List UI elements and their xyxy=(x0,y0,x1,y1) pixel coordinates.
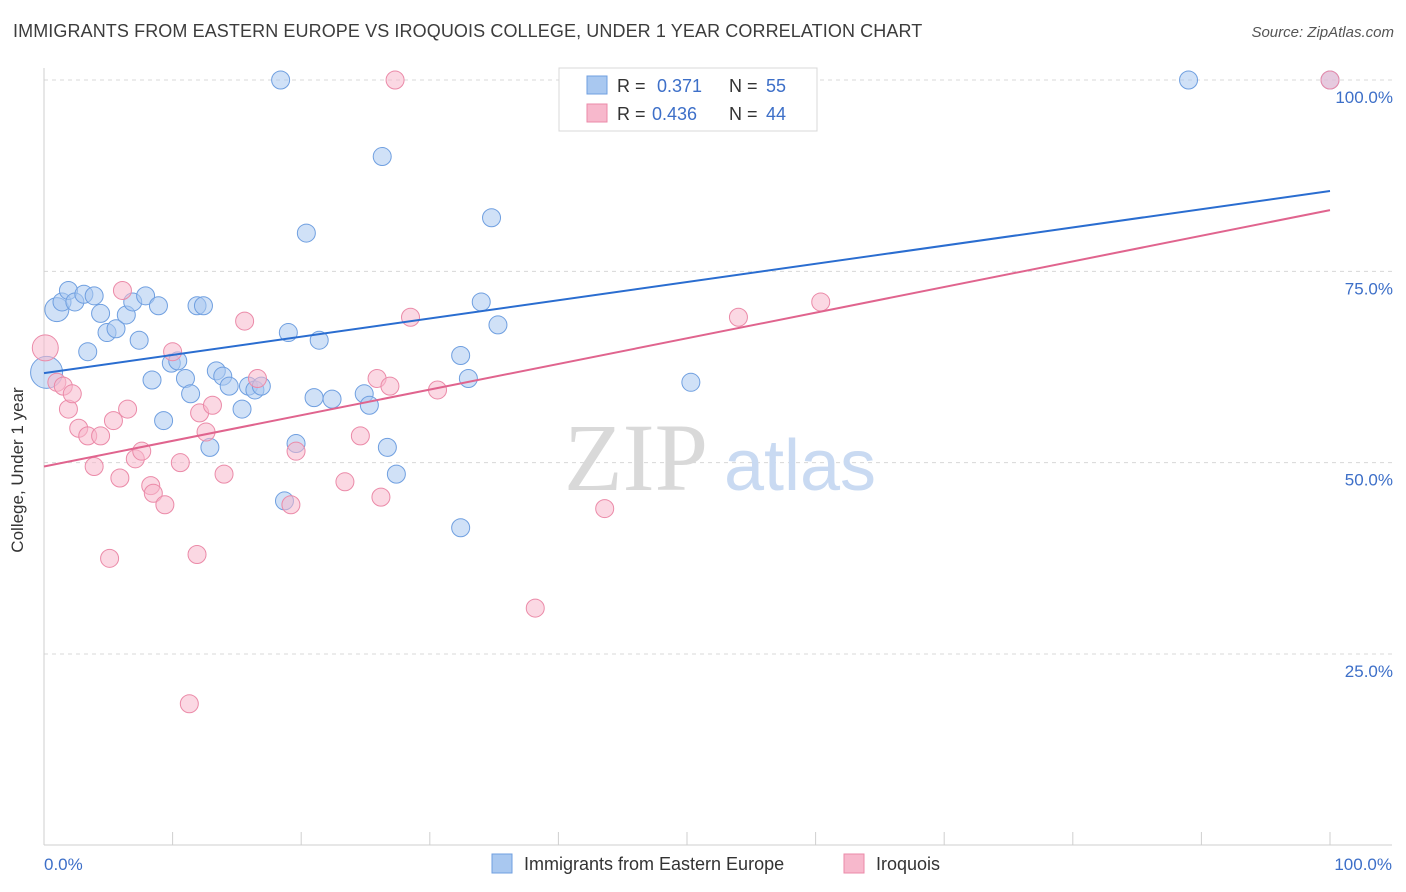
iroquois-point xyxy=(187,545,207,565)
iroquois-point xyxy=(350,426,370,446)
iroquois-point xyxy=(286,441,306,461)
immigrants-point xyxy=(193,296,213,316)
iroquois-point xyxy=(281,495,301,515)
x-tick-label-end: 100.0% xyxy=(1334,855,1392,874)
immigrants-point xyxy=(181,384,201,404)
iroquois-point xyxy=(155,495,175,515)
legend-n-label-blue: N = xyxy=(729,76,758,96)
immigrants-point xyxy=(482,208,502,228)
watermark-atlas: atlas xyxy=(724,426,876,506)
iroquois-point xyxy=(214,464,234,484)
legend-n-value-blue: 55 xyxy=(766,76,786,96)
iroquois-point xyxy=(84,456,104,476)
immigrants-point xyxy=(458,368,478,388)
immigrants-trend-line xyxy=(43,189,1331,375)
legend-r-value-blue: 0.371 xyxy=(657,76,702,96)
bottom-legend-swatch-pink xyxy=(843,853,865,874)
immigrants-point xyxy=(136,286,156,306)
legend-n-label-pink: N = xyxy=(729,104,758,124)
iroquois-point xyxy=(91,426,111,446)
bottom-legend-label-blue: Immigrants from Eastern Europe xyxy=(524,854,784,874)
legend-n-value-pink: 44 xyxy=(766,104,786,124)
immigrants-point xyxy=(142,370,162,390)
iroquois-point xyxy=(247,368,267,388)
trend-lines xyxy=(43,189,1331,468)
series-legend: Immigrants from Eastern Europe Iroquois xyxy=(491,853,940,874)
immigrants-point xyxy=(148,296,168,316)
immigrants-point xyxy=(296,223,316,243)
immigrants-point xyxy=(451,518,471,538)
iroquois-point xyxy=(335,472,355,492)
y-tick-labels: 25.0% 50.0% 75.0% 100.0% xyxy=(1335,88,1393,681)
immigrants-point xyxy=(91,303,111,323)
y-tick-label-100: 100.0% xyxy=(1335,88,1393,107)
watermark: ZIP atlas xyxy=(564,404,876,511)
iroquois-point xyxy=(235,311,255,331)
iroquois-point xyxy=(1320,70,1340,90)
y-tick-label-25: 25.0% xyxy=(1345,662,1393,681)
iroquois-trend-line xyxy=(43,209,1331,468)
immigrants-point xyxy=(681,372,701,392)
source-label: Source: ZipAtlas.com xyxy=(1251,24,1394,41)
iroquois-point xyxy=(385,70,405,90)
bottom-legend-label-pink: Iroquois xyxy=(876,854,940,874)
x-tick-label-start: 0.0% xyxy=(44,855,83,874)
immigrants-point xyxy=(372,147,392,167)
iroquois-point xyxy=(202,395,222,415)
iroquois-point xyxy=(170,453,190,473)
immigrants-point xyxy=(386,464,406,484)
immigrants-point xyxy=(451,346,471,366)
immigrants-point xyxy=(106,319,126,339)
bottom-legend-swatch-blue xyxy=(491,853,513,874)
iroquois-point xyxy=(595,499,615,519)
iroquois-point xyxy=(811,292,831,312)
x-tick-labels: 0.0% 100.0% xyxy=(44,855,1392,874)
immigrants-point xyxy=(304,388,324,408)
iroquois-point xyxy=(100,548,120,568)
chart-title: IMMIGRANTS FROM EASTERN EUROPE VS IROQUO… xyxy=(13,21,923,41)
immigrants-point xyxy=(232,399,252,419)
iroquois-point xyxy=(110,468,130,488)
correlation-legend: R = 0.371 N = 55 R = 0.436 N = 44 xyxy=(558,67,818,132)
immigrants-point xyxy=(377,437,397,457)
immigrants-point xyxy=(488,315,508,335)
series-iroquois-points xyxy=(31,70,1340,714)
iroquois-point xyxy=(62,384,82,404)
immigrants-point xyxy=(471,292,491,312)
legend-r-label-blue: R = xyxy=(617,76,646,96)
immigrants-point xyxy=(322,389,342,409)
iroquois-point xyxy=(103,411,123,431)
immigrants-point xyxy=(84,286,104,306)
immigrants-point xyxy=(154,411,174,431)
y-tick-label-50: 50.0% xyxy=(1345,471,1393,490)
iroquois-point xyxy=(112,280,132,300)
iroquois-point xyxy=(179,694,199,714)
iroquois-point xyxy=(31,334,59,362)
iroquois-point xyxy=(163,342,183,362)
axes xyxy=(43,68,1392,846)
legend-r-label-pink: R = xyxy=(617,104,646,124)
iroquois-point xyxy=(143,483,163,503)
iroquois-point xyxy=(525,598,545,618)
iroquois-point xyxy=(401,307,421,327)
watermark-zip: ZIP xyxy=(564,404,708,511)
iroquois-point xyxy=(118,399,138,419)
iroquois-point xyxy=(371,487,391,507)
legend-swatch-blue xyxy=(586,75,608,95)
legend-swatch-pink xyxy=(586,103,608,123)
gridlines xyxy=(44,79,1392,655)
legend-r-value-pink: 0.436 xyxy=(652,104,697,124)
immigrants-point xyxy=(78,342,98,362)
iroquois-point xyxy=(380,376,400,396)
x-ticks xyxy=(43,832,1331,845)
immigrants-point xyxy=(359,395,379,415)
immigrants-point xyxy=(1179,70,1199,90)
y-tick-label-75: 75.0% xyxy=(1345,279,1393,298)
iroquois-point xyxy=(728,307,748,327)
immigrants-point xyxy=(271,70,291,90)
immigrants-point xyxy=(129,330,149,350)
immigrants-point xyxy=(219,376,239,396)
